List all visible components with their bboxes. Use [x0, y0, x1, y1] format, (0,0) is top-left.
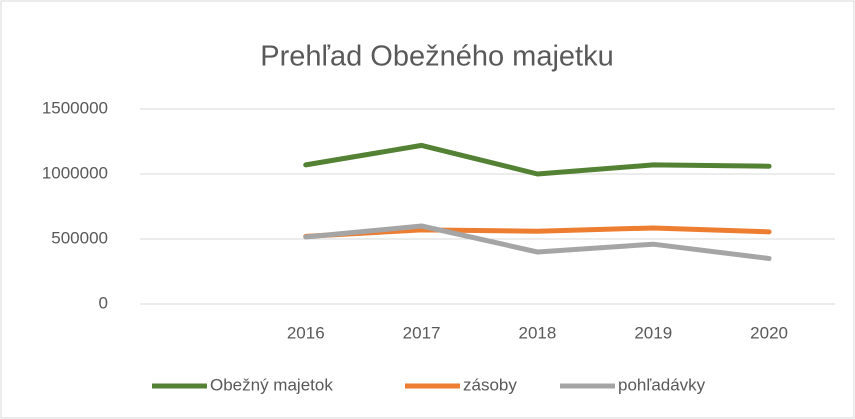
x-tick-label: 2018 [519, 323, 557, 342]
x-tick-label: 2017 [403, 323, 441, 342]
x-tick-label: 2019 [634, 323, 672, 342]
series-line [303, 142, 772, 177]
y-tick-label: 500000 [51, 228, 108, 247]
legend-label: zásoby [463, 375, 517, 394]
x-tick-label: 2016 [287, 323, 325, 342]
legend-label: Obežný majetok [210, 375, 333, 394]
chart-title: Prehľad Obežného majetku [260, 41, 613, 73]
y-tick-label: 1500000 [42, 98, 108, 117]
x-tick-label: 2020 [750, 323, 788, 342]
series-line [303, 223, 772, 261]
y-tick-label: 1000000 [42, 163, 108, 182]
legend-label: pohľadávky [618, 375, 706, 394]
y-tick-label: 0 [99, 293, 108, 312]
